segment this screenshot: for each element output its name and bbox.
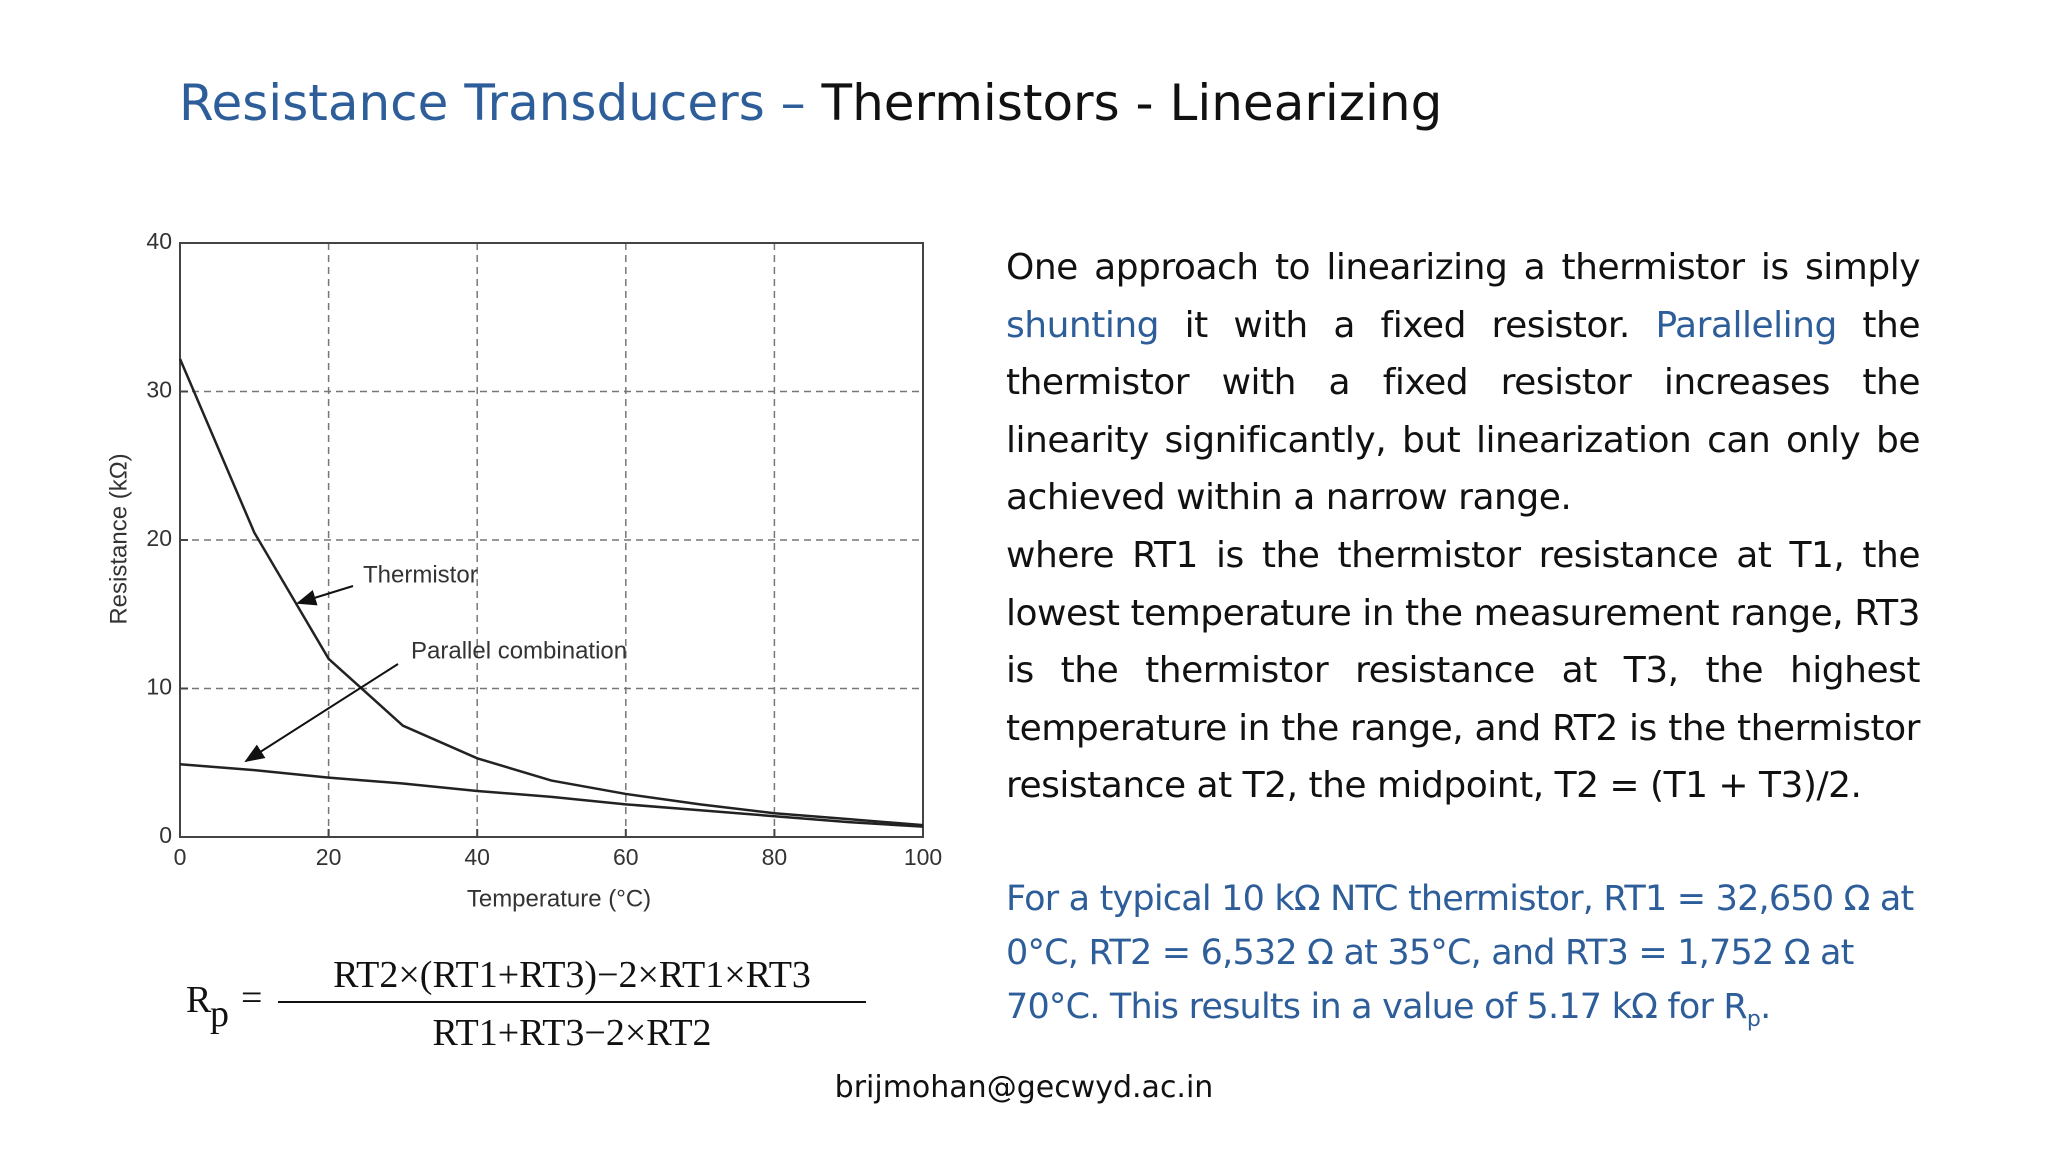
formula-lhs: R bbox=[186, 979, 212, 1021]
formula-denominator: RT1+RT3−2×RT2 bbox=[432, 1012, 711, 1054]
highlight: Paralleling bbox=[1655, 304, 1837, 346]
title-sub: Thermistors - Linearizing bbox=[821, 74, 1443, 132]
y-axis-label: Resistance (kΩ) bbox=[105, 453, 132, 624]
x-tick-label: 40 bbox=[464, 844, 490, 870]
y-tick-label: 0 bbox=[159, 822, 172, 848]
title-main: Resistance Transducers – bbox=[179, 74, 806, 132]
text: the thermistor with a fixed resistor inc… bbox=[1006, 304, 1921, 519]
highlight: shunting bbox=[1006, 304, 1160, 346]
plot-frame bbox=[179, 242, 924, 838]
note: For a typical 10 kΩ NTC thermistor, RT1 … bbox=[1006, 872, 1920, 1047]
x-tick-label: 100 bbox=[904, 844, 942, 870]
title: Resistance Transducers – Thermistors - L… bbox=[179, 74, 1442, 132]
x-tick-label: 80 bbox=[762, 844, 788, 870]
note-sub: p bbox=[1746, 1007, 1761, 1032]
x-axis-label: Temperature (°C) bbox=[467, 885, 651, 912]
x-tick-label: 60 bbox=[613, 844, 639, 870]
footer: brijmohan@gecwyd.ac.in bbox=[834, 1070, 1214, 1105]
paragraph: where RT1 is the thermistor resistance a… bbox=[1006, 535, 1921, 806]
annotation: Parallel combination bbox=[411, 637, 627, 664]
x-tick-label: 20 bbox=[316, 844, 342, 870]
y-tick-label: 30 bbox=[146, 377, 172, 403]
y-tick-label: 40 bbox=[146, 228, 172, 254]
text: it with a fixed resistor. bbox=[1159, 304, 1656, 346]
y-tick-label: 10 bbox=[146, 674, 172, 700]
x-tick-label: 0 bbox=[174, 844, 187, 870]
text: One approach to linearizing a thermistor… bbox=[1006, 247, 1921, 288]
formula-lhs-sub: p bbox=[210, 993, 229, 1035]
formula-equals: = bbox=[241, 977, 262, 1019]
annotation: Thermistor bbox=[363, 561, 478, 588]
annotation-arrow bbox=[244, 663, 399, 763]
paragraph: One approach to linearizing a thermistor… bbox=[1006, 239, 1921, 527]
annotation-arrow bbox=[296, 585, 354, 606]
series-line bbox=[178, 358, 924, 827]
series-line bbox=[179, 762, 924, 828]
note-text: For a typical 10 kΩ NTC thermistor, RT1 … bbox=[1006, 879, 1914, 1027]
y-tick-label: 20 bbox=[146, 525, 172, 551]
note-end: . bbox=[1760, 987, 1771, 1027]
formula-numerator: RT2×(RT1+RT3)−2×RT1×RT3 bbox=[333, 954, 811, 996]
